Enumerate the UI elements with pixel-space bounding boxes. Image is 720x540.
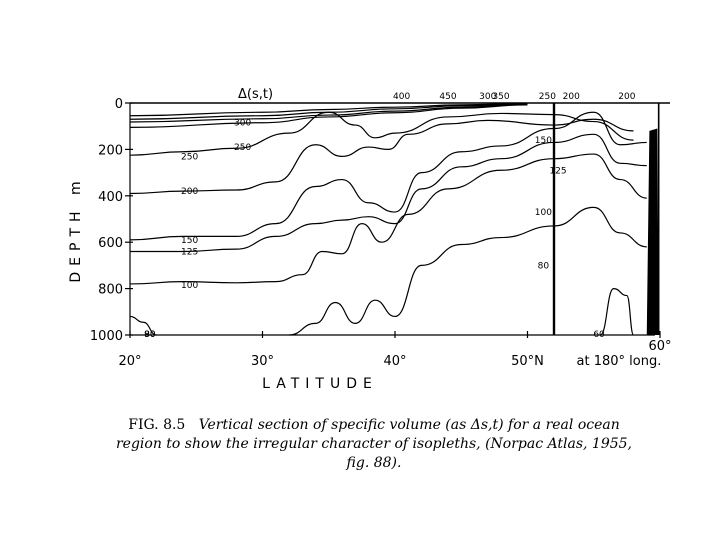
y-tick-label: 600 <box>98 236 123 251</box>
isopleth-label: 350 <box>492 92 509 102</box>
x-tick-label: 30° <box>251 354 274 369</box>
isopleth-450 <box>129 102 528 117</box>
isopleth-350 <box>129 103 528 123</box>
isopleth-label-inline: 125 <box>549 166 566 176</box>
isopleth-label: 100 <box>181 281 198 291</box>
isopleth-label: 400 <box>393 92 410 102</box>
isopleth-label: 450 <box>439 92 456 102</box>
isopleth-80 <box>288 206 647 336</box>
x-tick-suffix: at 180° long. <box>577 354 662 369</box>
isopleth-label-inline: 250 <box>234 143 251 153</box>
isopleth-label-top: 200 <box>618 92 635 102</box>
isopleth-400 <box>129 103 528 120</box>
isopleth-60 <box>599 287 635 336</box>
isopleth-150 <box>129 111 647 241</box>
y-axis-title: DEPTH m <box>68 175 84 282</box>
caption-text: Vertical section of specific volume (as … <box>115 417 632 471</box>
isopleth-label-inline: 300 <box>234 119 251 129</box>
x-tick-label: 50°N <box>511 354 544 369</box>
isopleth-label: 60 <box>593 330 605 340</box>
isopleth-label: 200 <box>181 187 198 197</box>
parameter-label: Δ(s,t) <box>238 87 273 102</box>
isopleth-label-inline: 100 <box>535 208 552 218</box>
chart-axes: 0 200 400 600 800 1000 20° 30° 40° 50°N 60°at 180°… <box>68 87 672 392</box>
y-tick-label: 400 <box>98 190 123 205</box>
y-tick-label: 800 <box>98 283 123 298</box>
y-tick-label: 200 <box>98 143 123 158</box>
x-tick-label: 40° <box>383 354 406 369</box>
caption-fig-label: FIG. 8.5 <box>128 417 186 433</box>
figure-caption: FIG. 8.5 Vertical section of specific vo… <box>104 416 644 473</box>
isopleth-label: 125 <box>181 247 198 257</box>
isopleth-90 <box>129 315 157 336</box>
x-tick-label: 60° <box>648 339 671 354</box>
isopleth-125 <box>130 133 647 253</box>
isopleth-label-inline: 80 <box>538 261 550 271</box>
isopleth-label: 250 <box>181 152 198 162</box>
y-tick-label: 1000 <box>90 329 123 344</box>
isopleth-label: 300 <box>479 92 496 102</box>
isopleth-label-top: 200 <box>563 92 580 102</box>
x-axis-title: LATITUDE <box>262 376 378 392</box>
x-tick-label: 20° <box>118 354 141 369</box>
isopleth-label-inline: 150 <box>535 136 552 146</box>
isopleth-200 <box>129 118 634 195</box>
isopleth-100 <box>129 153 647 285</box>
isopleth-300 <box>129 104 528 128</box>
y-tick-label: 0 <box>115 97 123 112</box>
coastal-shading <box>646 128 659 335</box>
isopleth-250 <box>129 111 634 156</box>
isopleth-label-top: 250 <box>539 92 556 102</box>
isopleth-label: 150 <box>181 236 198 246</box>
isopleth-label: 90 <box>144 330 156 340</box>
isopleth-label: 80 <box>144 330 156 340</box>
isopleth-curves <box>129 102 647 336</box>
